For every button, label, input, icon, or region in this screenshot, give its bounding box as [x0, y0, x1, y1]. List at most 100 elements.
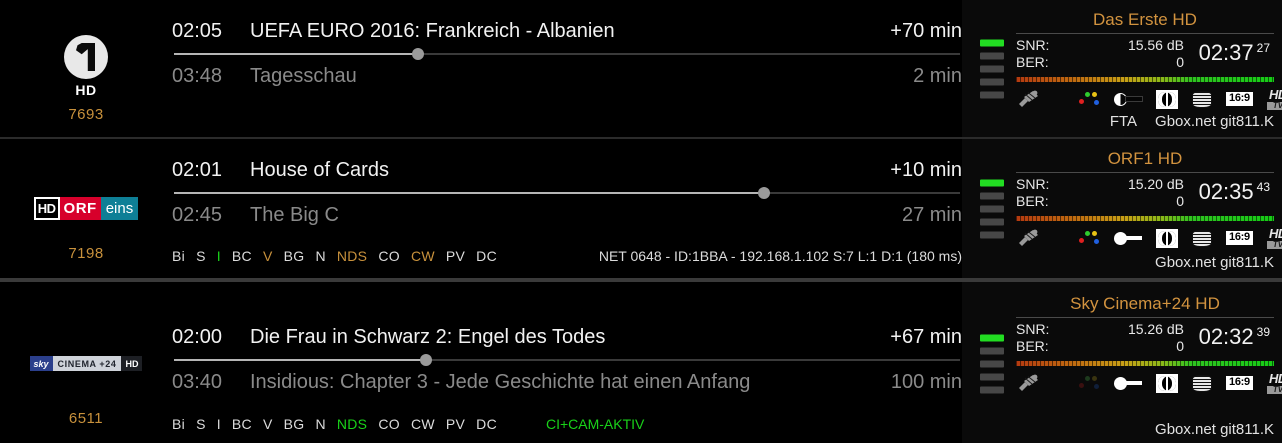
signal-strength-bars — [980, 179, 1004, 238]
channel-row[interactable]: HD ORF eins 7198 02:01 House of Cards +10 min 0… — [0, 139, 1282, 278]
satellite-dish-icon — [1016, 89, 1042, 109]
progress-bar[interactable] — [174, 48, 960, 60]
service-flag[interactable]: N — [315, 248, 326, 264]
progress-knob[interactable] — [419, 354, 432, 366]
progress-fill — [174, 359, 426, 361]
teletext-color-dots-icon — [1078, 230, 1100, 246]
ber-label: BER: — [1016, 54, 1049, 70]
tuner-clock-seconds: 43 — [1256, 179, 1270, 194]
service-flag[interactable]: DC — [476, 248, 497, 264]
signal-bar-segment — [980, 192, 1004, 199]
epg-next-remaining: 27 min — [901, 204, 962, 226]
epg-info: 02:01 House of Cards +10 min 02:45 The Big C… — [172, 139, 962, 278]
service-flag[interactable]: V — [262, 248, 273, 264]
aspect-ratio-label: 16:9 — [1226, 231, 1253, 245]
signal-quality-strip — [1016, 361, 1274, 366]
epg-now-remaining: +67 min — [890, 326, 962, 348]
service-flag[interactable]: CO — [378, 248, 400, 264]
service-flag[interactable]: PV — [445, 248, 466, 264]
sky-cinema-logo-icon: sky CINEMA +24 HD — [29, 356, 143, 371]
teletext-icon — [1192, 374, 1212, 392]
epg-info: 02:00 Die Frau in Schwarz 2: Engel des To… — [172, 282, 962, 443]
aspect-ratio-icon: 16:9 — [1226, 92, 1253, 106]
epg-now-title: Die Frau in Schwarz 2: Engel des Todes — [250, 326, 606, 348]
channel-logo-column[interactable]: HD ORF eins 7198 — [0, 139, 172, 278]
epg-now-row[interactable]: 02:01 House of Cards +10 min — [172, 159, 962, 182]
epg-next-row[interactable]: 03:48 Tagesschau 2 min — [172, 65, 962, 88]
tuner-stats: SNR: 15.20 dB BER: 0 02:35 43 — [1016, 176, 1274, 214]
teletext-color-dots-icon — [1078, 375, 1100, 391]
progress-knob[interactable] — [411, 48, 424, 60]
channel-logo-column[interactable]: sky CINEMA +24 HD 6511 — [0, 282, 172, 443]
encryption-key-icon — [1114, 376, 1142, 390]
hdtv-hd-label: HD — [1269, 226, 1282, 241]
orf-eins-logo-icon: HD ORF eins — [33, 197, 139, 220]
progress-bar[interactable] — [174, 354, 960, 366]
snr-label: SNR: — [1016, 321, 1050, 337]
das-erste-one-icon — [76, 43, 95, 71]
channel-number: 6511 — [68, 410, 104, 427]
epg-next-row[interactable]: 02:45 The Big C 27 min — [172, 204, 962, 227]
signal-bar-segment — [980, 205, 1004, 212]
service-flag[interactable]: V — [262, 416, 273, 432]
service-flag[interactable]: BC — [231, 248, 252, 264]
tuner-footer: Gbox.net git811.K — [1155, 421, 1274, 438]
service-flag[interactable]: NDS — [336, 248, 368, 264]
epg-next-row[interactable]: 03:40 Insidious: Chapter 3 - Jede Geschic… — [172, 371, 962, 394]
progress-bar[interactable] — [174, 187, 960, 199]
network-info: NET 0648 - ID:1BBA - 192.168.1.102 S:7 L… — [598, 248, 962, 264]
aspect-ratio-label: 16:9 — [1226, 376, 1253, 390]
service-flag[interactable]: Bi — [172, 416, 186, 432]
channel-logo-column[interactable]: HD 7693 — [0, 0, 172, 137]
service-flag[interactable]: NDS — [336, 416, 368, 432]
service-flag[interactable]: BG — [283, 416, 305, 432]
das-erste-circle-icon — [64, 35, 108, 79]
hdtv-hd-label: HD — [1269, 87, 1282, 102]
service-icon-row: 16:9 HDTV — [1016, 371, 1282, 395]
tuner-readout: Sky Cinema+24 HD SNR: 15.26 dB BER: 0 02:32 39… — [1016, 294, 1282, 395]
epg-now-time: 02:00 — [172, 326, 223, 348]
logo-cinema-label: CINEMA +24 — [52, 356, 122, 371]
channel-row[interactable]: HD 7693 02:05 UEFA EURO 2016: Frankreich - … — [0, 0, 1282, 137]
snr-label: SNR: — [1016, 176, 1050, 192]
service-flag[interactable]: BC — [231, 416, 252, 432]
logo-orf-label: ORF — [59, 197, 101, 220]
signal-strength-bars — [980, 334, 1004, 393]
tuner-stats: SNR: 15.56 dB BER: 0 02:37 27 — [1016, 37, 1274, 75]
channel-row[interactable]: sky CINEMA +24 HD 6511 02:00 Die Frau in Schw… — [0, 282, 1282, 443]
service-flag[interactable]: I — [216, 248, 221, 264]
snr-value: 15.20 dB — [1127, 176, 1184, 192]
epg-next-title: The Big C — [250, 204, 339, 226]
logo-hd-label: HD — [33, 197, 60, 220]
teletext-icon — [1192, 90, 1212, 108]
service-flag[interactable]: DC — [476, 416, 497, 432]
service-flag[interactable]: CO — [378, 416, 400, 432]
service-flag[interactable]: S — [196, 248, 206, 264]
dolby-digital-icon — [1156, 89, 1178, 109]
service-flag[interactable]: CW — [410, 248, 435, 264]
hdtv-tv-label: TV — [1266, 386, 1282, 394]
epg-now-row[interactable]: 02:05 UEFA EURO 2016: Frankreich - Albani… — [172, 20, 962, 43]
service-flag[interactable]: PV — [445, 416, 466, 432]
service-flag[interactable]: S — [196, 416, 206, 432]
service-flag[interactable]: CW — [410, 416, 435, 432]
hdtv-hd-label: HD — [1269, 371, 1282, 386]
progress-track — [174, 359, 960, 361]
epg-next-remaining: 2 min — [913, 65, 962, 87]
epg-next-remaining: 100 min — [890, 371, 962, 393]
channel-logo: HD — [58, 35, 114, 99]
divider — [1016, 317, 1274, 318]
tuner-channel-name: Das Erste HD — [1093, 10, 1197, 29]
service-flag[interactable]: I — [216, 416, 221, 432]
progress-track — [174, 53, 960, 55]
service-flag[interactable]: Bi — [172, 248, 186, 264]
tuner-clock-seconds: 39 — [1256, 324, 1270, 339]
progress-knob[interactable] — [757, 187, 770, 199]
service-flag[interactable]: BG — [283, 248, 305, 264]
logo-hd-label: HD — [121, 356, 143, 371]
signal-bar-segment — [980, 373, 1004, 380]
service-flag[interactable]: N — [315, 416, 326, 432]
dolby-digital-icon — [1156, 373, 1178, 393]
epg-now-time: 02:05 — [172, 20, 223, 42]
epg-now-row[interactable]: 02:00 Die Frau in Schwarz 2: Engel des To… — [172, 326, 962, 349]
